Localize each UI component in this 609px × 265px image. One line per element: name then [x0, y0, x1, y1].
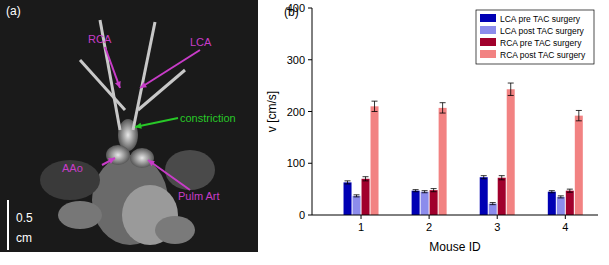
arrow — [148, 160, 190, 190]
arrow-head — [135, 123, 142, 129]
error-bar — [354, 195, 360, 197]
vessel — [138, 70, 185, 110]
vessel — [80, 60, 125, 110]
legend: LCA pre TAC surgery LCA post TAC surgery R… — [476, 10, 594, 64]
bar — [371, 106, 379, 215]
error-bar — [567, 189, 573, 192]
bar — [353, 196, 361, 215]
legend-label: RCA pre TAC surgery — [500, 38, 582, 48]
error-bar — [345, 181, 351, 184]
tissue — [58, 201, 102, 229]
error-bar — [413, 190, 419, 192]
error-bar — [558, 196, 564, 198]
annotation: RCA — [88, 33, 112, 45]
bar — [548, 192, 556, 215]
arrow-head — [148, 160, 155, 166]
legend-swatch — [480, 38, 496, 46]
x-tick — [361, 215, 362, 219]
bar — [412, 191, 420, 215]
arrow — [140, 50, 200, 88]
tissue — [130, 148, 154, 168]
annotation: constriction — [180, 112, 236, 124]
legend-label: RCA post TAC surgery — [500, 50, 586, 60]
annotation: AAo — [62, 162, 83, 174]
arrow-head — [115, 81, 121, 88]
y-axis-label: v [cm/s] — [265, 91, 279, 132]
y-tick — [308, 111, 312, 112]
bar — [489, 204, 497, 215]
y-tick-label: 200 — [287, 106, 305, 118]
arrow-head — [108, 158, 115, 164]
error-bar — [440, 103, 446, 113]
arrow — [105, 47, 120, 88]
y-tick — [308, 59, 312, 60]
error-bar — [490, 203, 496, 205]
y-tick-label: 0 — [299, 209, 305, 221]
figure-svg: (a)RCALCAconstrictionAAoPulm Art0.5cm(b)… — [0, 0, 609, 265]
scale-bar-value: 0.5 — [16, 211, 33, 225]
bar — [430, 190, 438, 215]
error-bar — [481, 176, 487, 179]
y-tick-label: 300 — [287, 54, 305, 66]
panel-label: (a) — [6, 4, 21, 18]
arrow — [102, 158, 115, 165]
bar — [557, 197, 565, 215]
legend-box — [476, 10, 594, 64]
x-tick-label: 4 — [562, 221, 568, 233]
y-tick — [308, 215, 312, 216]
x-tick — [497, 215, 498, 219]
annotation: LCA — [190, 36, 212, 48]
image-background — [0, 0, 258, 252]
bar — [507, 89, 515, 215]
error-bar — [431, 189, 437, 192]
x-axis-label: Mouse ID — [429, 240, 481, 254]
error-bar — [576, 110, 582, 120]
y-tick — [308, 163, 312, 164]
scale-bar — [7, 200, 9, 250]
error-bar — [549, 191, 555, 193]
y-tick-label: 400 — [287, 2, 305, 14]
error-bar — [363, 177, 369, 181]
annotation: Pulm Art — [178, 190, 220, 202]
x-tick — [565, 215, 566, 219]
x-tick-label: 1 — [358, 221, 364, 233]
y-tick — [308, 8, 312, 9]
x-tick-label: 3 — [494, 221, 500, 233]
x-axis — [312, 215, 598, 216]
tissue — [165, 150, 215, 190]
bar — [480, 177, 488, 215]
legend-swatch — [480, 14, 496, 22]
x-tick-label: 2 — [426, 221, 432, 233]
figure: (a)RCALCAconstrictionAAoPulm Art0.5cm(b)… — [0, 0, 609, 265]
error-bar — [422, 191, 428, 193]
legend-swatch — [480, 26, 496, 34]
scale-bar-unit: cm — [16, 231, 32, 245]
arrow — [135, 118, 178, 127]
bar — [439, 108, 447, 215]
error-bar — [499, 176, 505, 180]
bar — [575, 116, 583, 215]
bar — [566, 191, 574, 215]
legend-swatch — [480, 50, 496, 58]
y-tick-label: 100 — [287, 157, 305, 169]
legend-label: LCA pre TAC surgery — [500, 14, 581, 24]
bar — [344, 182, 352, 215]
bar — [498, 178, 506, 215]
error-bar — [508, 83, 514, 95]
tissue — [155, 216, 195, 244]
panel-a: (a) RCA LCA constriction AAo Pulm Art 0.5 cm — [0, 0, 258, 252]
vessel — [133, 22, 155, 130]
bar — [362, 179, 370, 215]
bars — [344, 83, 583, 215]
legend-label: LCA post TAC surgery — [500, 26, 585, 36]
error-bar — [372, 101, 378, 111]
tissue — [40, 160, 100, 200]
x-tick — [429, 215, 430, 219]
arrow-head — [140, 82, 147, 88]
bar — [421, 192, 429, 215]
panel-b: (b)01002003004001234Mouse IDv [cm/s]LCA … — [265, 2, 598, 254]
